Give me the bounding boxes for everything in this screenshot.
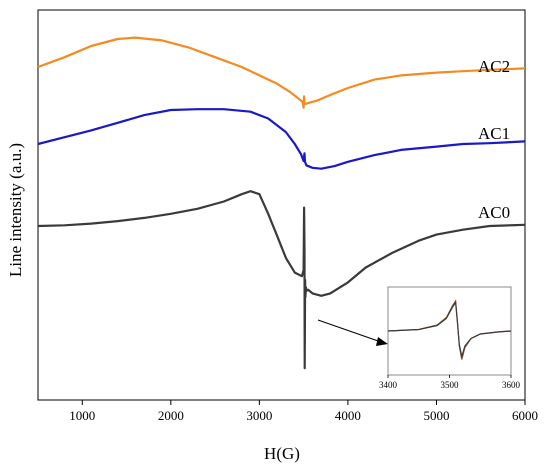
inset-pointer <box>317 319 388 346</box>
series-layer <box>37 36 526 370</box>
inset-frame <box>387 286 512 376</box>
inset-series-layer <box>387 299 512 360</box>
x-axis-title: H(G) <box>264 444 300 463</box>
x-axis-ticks: 1000 2000 3000 4000 5000 6000 <box>69 400 538 423</box>
series-label-ac0: AC0 <box>478 203 510 222</box>
x-tick-label: 1000 <box>69 408 95 423</box>
series-label-ac2: AC2 <box>478 57 510 76</box>
series-line-ac0 <box>37 190 526 370</box>
inset-x-tick-label: 3500 <box>441 380 460 390</box>
plot-area: 1000 2000 3000 4000 5000 6000 AC2 AC1 AC0 <box>37 9 538 423</box>
inset-pointer-line <box>317 319 382 343</box>
plot-frame <box>37 9 526 401</box>
inset-x-axis-ticks: 3400 3500 3600 <box>379 375 521 390</box>
series-line-ac1 <box>37 108 526 170</box>
x-tick-label: 4000 <box>335 408 361 423</box>
series-line-ac2 <box>37 36 526 109</box>
inset-pointer-arrowhead <box>376 337 388 346</box>
x-tick-label: 2000 <box>158 408 184 423</box>
x-tick-label: 5000 <box>423 408 449 423</box>
y-axis-title: Line intensity (a.u.) <box>6 143 25 277</box>
series-label-ac1: AC1 <box>478 124 510 143</box>
inset-series-line-2 <box>387 300 512 357</box>
x-tick-label: 6000 <box>512 408 538 423</box>
inset-x-tick-label: 3400 <box>379 380 398 390</box>
x-tick-label: 3000 <box>246 408 272 423</box>
inset-x-tick-label: 3600 <box>502 380 521 390</box>
inset-chart: 3400 3500 3600 <box>379 286 521 390</box>
